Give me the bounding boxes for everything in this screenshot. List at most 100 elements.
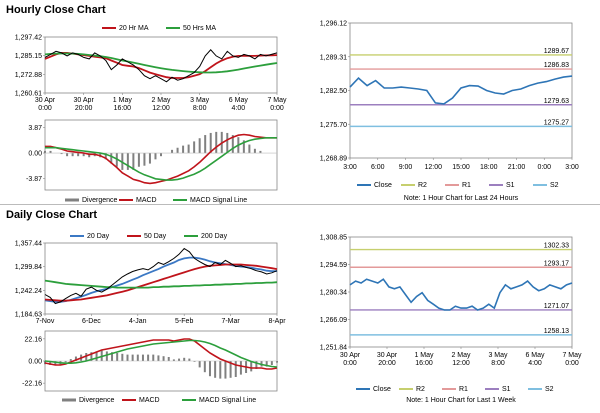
daily-levels-x-tick: 1 May	[414, 352, 434, 359]
hourly-price-x-tick: 6 May	[229, 97, 249, 104]
hourly-price-x-tick: 7 May	[267, 97, 287, 104]
daily-macd-y-tick: 22.16	[24, 336, 42, 343]
daily-price-x-tick: 6-Dec	[82, 318, 101, 325]
daily-price-legend: 20 Day	[87, 233, 110, 240]
hourly-macd-y-tick: -3.87	[26, 176, 42, 183]
daily-price-x-tick: 5-Feb	[175, 318, 193, 325]
hourly-ma-line	[44, 52, 278, 74]
daily-ma-line	[44, 263, 278, 302]
daily-levels-x-tick: 16:00	[415, 360, 433, 367]
hourly-price-x-tick: 12:00	[152, 105, 170, 112]
hourly-levels-plot	[349, 22, 573, 159]
hourly-price-x-tick: 16:00	[114, 105, 132, 112]
hourly-price-x-tick: 3 May	[190, 97, 210, 104]
daily-levels-note: Note: 1 Hour Chart for Last 1 Week	[406, 397, 516, 404]
hourly-price-y-tick: 1,297.42	[15, 35, 42, 42]
hourly-level-r2-label: 1289.67	[544, 48, 569, 55]
daily-levels-x-tick: 2 May	[451, 352, 471, 359]
hourly-levels-legend: S2	[550, 182, 559, 189]
daily-levels-y-tick: 1,308.85	[320, 235, 347, 242]
daily-levels-legend: Close	[373, 386, 391, 393]
hourly-levels-x-tick: 12:00	[424, 164, 442, 171]
section-divider	[0, 204, 600, 205]
hourly-price-x-tick: 0:00	[38, 105, 52, 112]
hourly-price-plot	[44, 36, 278, 94]
daily-levels-x-tick: 20:00	[378, 360, 396, 367]
hourly-close-line	[349, 75, 573, 105]
daily-ma-line	[44, 279, 278, 289]
daily-levels-y-tick: 1,280.34	[320, 290, 347, 297]
daily-close-line	[349, 278, 573, 311]
daily-level-s2-label: 1258.13	[544, 328, 569, 335]
daily-levels-x-tick: 6 May	[525, 352, 545, 359]
daily-macd-legend: MACD Signal Line	[199, 397, 256, 404]
hourly-macd-y-tick: 3.87	[28, 125, 42, 132]
hourly-levels-x-tick: 6:00	[371, 164, 385, 171]
daily-macd-y-tick: -22.16	[22, 381, 42, 388]
daily-level-s1-label: 1271.07	[544, 303, 569, 310]
daily-price-x-tick: 7-Mar	[221, 318, 240, 325]
daily-price-plot	[44, 242, 278, 315]
hourly-macd-line	[45, 137, 277, 181]
daily-price-y-tick: 1,184.63	[15, 312, 42, 319]
hourly-levels-y-tick: 1,289.31	[320, 54, 347, 61]
hourly-price-x-tick: 4:00	[232, 105, 246, 112]
daily-price-legend: 200 Day	[201, 233, 228, 240]
hourly-price-legend: 20 Hr MA	[119, 25, 149, 32]
hourly-price-y-tick: 1,260.61	[15, 91, 42, 98]
hourly-price-x-tick: 1 May	[113, 97, 133, 104]
hourly-level-r1-label: 1286.83	[544, 62, 569, 69]
hourly-macd-line	[45, 133, 277, 185]
hourly-level-s1-label: 1279.63	[544, 98, 569, 105]
daily-macd-legend: Divergence	[79, 397, 115, 404]
hourly-price-x-tick: 30 Apr	[74, 97, 95, 104]
hourly-levels-x-tick: 21:00	[508, 164, 526, 171]
hourly-levels-legend: R2	[418, 182, 427, 189]
hourly-price-y-tick: 1,285.15	[15, 53, 42, 60]
daily-levels-legend: R2	[416, 386, 425, 393]
hourly-price-x-tick: 20:00	[75, 105, 93, 112]
hourly-price-x-tick: 0:00	[270, 105, 284, 112]
daily-levels-x-tick: 0:00	[343, 360, 357, 367]
daily-price-y-tick: 1,357.44	[15, 241, 42, 248]
hourly-price-x-tick: 2 May	[151, 97, 171, 104]
hourly-levels-legend: S1	[506, 182, 515, 189]
daily-levels-x-tick: 30 Apr	[340, 352, 361, 359]
hourly-price-line	[44, 49, 278, 83]
hourly-levels-x-tick: 3:00	[565, 164, 579, 171]
hourly-levels-x-tick: 18:00	[480, 164, 498, 171]
daily-levels-plot	[349, 236, 573, 348]
daily-levels-legend: R1	[459, 386, 468, 393]
hourly-price-legend: 50 Hrs MA	[183, 25, 216, 32]
daily-levels-x-tick: 0:00	[565, 360, 579, 367]
daily-macd-y-tick: 0.00	[28, 359, 42, 366]
daily-price-x-tick: 8-Apr	[268, 318, 286, 325]
daily-price-y-tick: 1,299.84	[15, 264, 42, 271]
daily-levels-y-tick: 1,294.59	[320, 262, 347, 269]
hourly-levels-x-tick: 9:00	[399, 164, 413, 171]
daily-levels-x-tick: 8:00	[491, 360, 505, 367]
daily-levels-legend: S2	[545, 386, 554, 393]
daily-levels-legend: S1	[502, 386, 511, 393]
hourly-levels-x-tick: 3:00	[343, 164, 357, 171]
daily-levels-y-tick: 1,266.09	[320, 317, 347, 324]
hourly-price-x-tick: 30 Apr	[35, 97, 56, 104]
hourly-levels-y-tick: 1,282.50	[320, 88, 347, 95]
daily-level-r2-label: 1302.33	[544, 243, 569, 250]
hourly-macd-legend: MACD Signal Line	[190, 197, 247, 204]
hourly-price-x-tick: 8:00	[193, 105, 207, 112]
hourly-macd-y-tick: 0.00	[28, 151, 42, 158]
daily-levels-x-tick: 30 Apr	[377, 352, 398, 359]
daily-levels-x-tick: 3 May	[488, 352, 508, 359]
daily-macd-line	[44, 338, 278, 370]
daily-chart-title: Daily Close Chart	[6, 209, 98, 221]
daily-macd-legend: MACD	[139, 397, 160, 404]
daily-levels-x-tick: 7 May	[562, 352, 582, 359]
hourly-levels-legend: Close	[374, 182, 392, 189]
hourly-macd-legend-key	[65, 198, 79, 202]
daily-price-line	[44, 247, 278, 305]
daily-macd-line	[44, 339, 278, 368]
hourly-level-s2-label: 1275.27	[544, 119, 569, 126]
hourly-levels-legend: R1	[462, 182, 471, 189]
